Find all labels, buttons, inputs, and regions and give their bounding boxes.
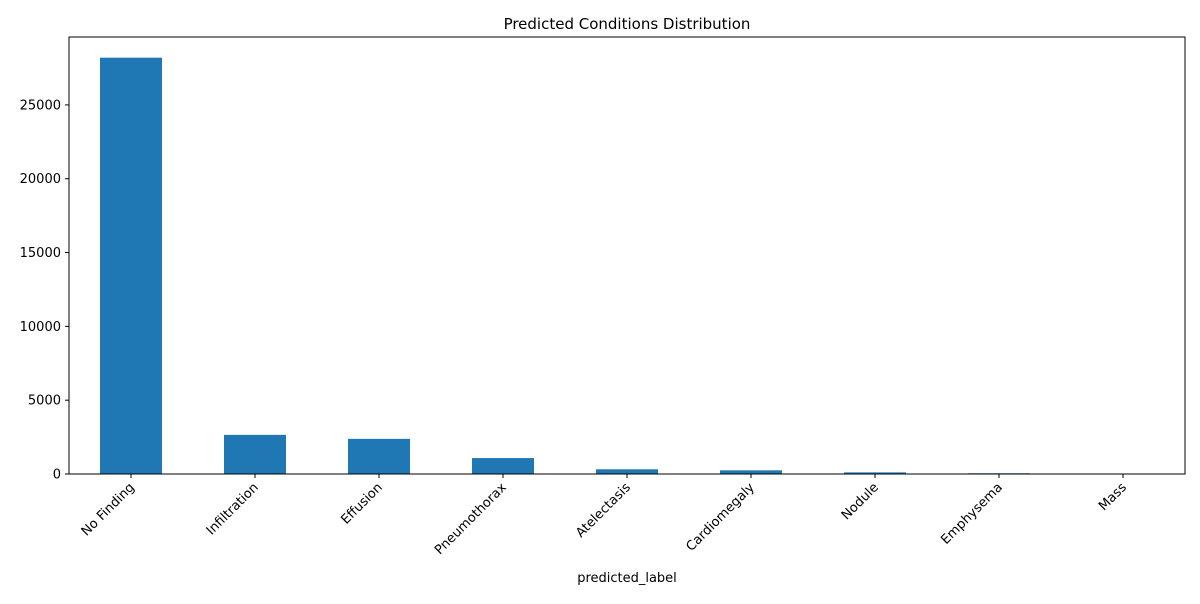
x-tick-label: Atelectasis [573,480,634,541]
y-axis: 0 5000 10000 15000 20000 25000 [20,98,69,482]
bar-pneumothorax [472,458,534,474]
x-tick-label: Effusion [338,480,385,527]
y-tick-label: 25000 [20,98,61,113]
y-tick-label: 20000 [20,172,61,187]
x-tick-label: Nodule [839,480,882,523]
x-axis-label: predicted_label [577,571,677,586]
bar-effusion [348,439,410,474]
y-tick-label: 5000 [28,394,61,409]
bar-cardiomegaly [720,470,782,474]
x-tick-label: No Finding [79,480,138,539]
y-tick-label: 10000 [20,320,61,335]
bar-infiltration [224,435,286,474]
chart-title: Predicted Conditions Distribution [504,15,751,33]
x-tick-label: Cardiomegaly [683,480,758,555]
x-axis: No Finding Infiltration Effusion Pneumothor… [79,474,1130,558]
y-tick-label: 0 [53,468,61,483]
bar-no-finding [100,58,162,474]
x-tick-label: Emphysema [938,480,1006,548]
bar-atelectasis [596,469,658,474]
x-tick-label: Pneumothorax [432,480,510,558]
plot-frame [69,37,1185,474]
y-tick-label: 15000 [20,246,61,261]
bars-group [100,58,1154,474]
x-tick-label: Infiltration [204,480,262,538]
x-tick-label: Mass [1096,480,1130,514]
